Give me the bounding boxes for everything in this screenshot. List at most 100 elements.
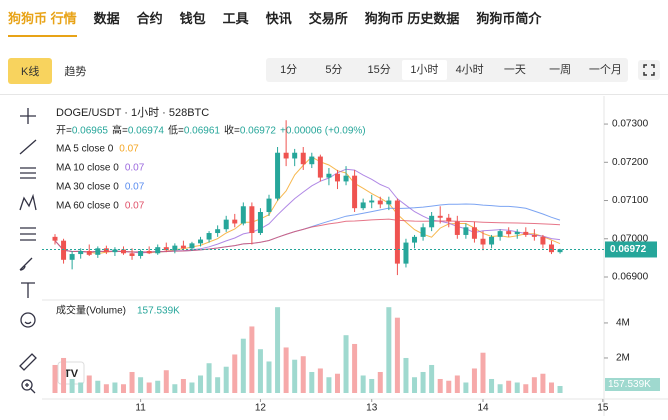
- nav-item[interactable]: 工具: [222, 11, 249, 26]
- candle-body: [103, 248, 109, 253]
- tool-crosshair[interactable]: [20, 108, 36, 124]
- tool-fib[interactable]: [20, 227, 36, 241]
- y-tick-label: 0.07200: [612, 157, 649, 168]
- ohlc-label: 收=: [224, 124, 240, 137]
- volume-tick-label: 2M: [616, 353, 630, 364]
- fullscreen-button[interactable]: [638, 60, 660, 80]
- nav-item[interactable]: 钱包: [179, 11, 206, 26]
- interval-tab[interactable]: 1分: [280, 64, 298, 76]
- volume-bar: [514, 382, 520, 393]
- volume-bar: [95, 380, 101, 393]
- tool-pattern[interactable]: [19, 193, 37, 211]
- candle-body: [249, 206, 255, 234]
- interval-tab[interactable]: 一周: [549, 64, 572, 76]
- candle-body: [437, 215, 443, 218]
- icon: [643, 64, 655, 76]
- volume-tick-label: 4M: [616, 318, 630, 329]
- interval-tab[interactable]: 1小时: [401, 60, 447, 80]
- candle-body: [403, 242, 409, 264]
- interval-tab[interactable]: 4小时: [455, 64, 484, 76]
- view-tab[interactable]: K线: [8, 58, 53, 84]
- volume-bar: [412, 377, 418, 393]
- ma-legend-name: MA 30 close 0: [56, 182, 119, 193]
- x-tick-label: 14: [477, 403, 489, 414]
- volume-bar: [300, 356, 306, 393]
- candle-body: [155, 247, 161, 254]
- x-tick-label: 15: [597, 403, 609, 414]
- interval-tab[interactable]: 一天: [503, 64, 526, 76]
- candle-body: [95, 248, 101, 255]
- tool-emoji[interactable]: [20, 312, 36, 328]
- ohlc-label: 开=: [56, 126, 72, 137]
- candle-body: [275, 152, 281, 199]
- nav-item[interactable]: 数据: [93, 11, 120, 26]
- candle-body: [514, 231, 520, 235]
- tool-line[interactable]: [19, 139, 37, 155]
- candle-body: [369, 200, 375, 203]
- tool-zoom[interactable]: [21, 379, 36, 394]
- volume-bar: [240, 338, 246, 393]
- volume-bar: [317, 368, 323, 393]
- volume-bar: [548, 382, 554, 393]
- tool-brush[interactable]: [19, 257, 33, 271]
- ma-legend-value: 0.07: [119, 144, 139, 155]
- candle-body: [360, 202, 366, 209]
- volume-bar: [180, 378, 186, 393]
- candle-body: [377, 200, 383, 205]
- candle-body: [146, 251, 152, 254]
- candle-body: [394, 200, 400, 264]
- volume-bar: [172, 384, 178, 393]
- nav-item[interactable]: 交易所: [308, 11, 348, 26]
- volume-bar: [103, 384, 109, 393]
- volume-bar: [223, 366, 229, 393]
- volume-bar: [78, 382, 84, 393]
- last-volume-label: 157.539K: [608, 379, 651, 390]
- candle-body: [531, 234, 537, 237]
- candle-body: [240, 206, 246, 224]
- volume-bar: [369, 378, 375, 393]
- volume-bar: [352, 343, 358, 393]
- volume-bar: [497, 384, 503, 393]
- volume-last: 157.539K: [137, 306, 180, 317]
- candle-body: [292, 152, 298, 159]
- volume-bar: [394, 317, 400, 393]
- tool-ruler[interactable]: [19, 353, 37, 371]
- x-tick-label: 11: [135, 403, 146, 414]
- candle-body: [352, 175, 358, 209]
- volume-bar: [429, 364, 435, 393]
- interval-tab[interactable]: 一个月: [588, 64, 622, 76]
- nav-item[interactable]: 合约: [136, 11, 163, 26]
- candle-body: [300, 152, 306, 165]
- nav-item[interactable]: 狗狗币简介: [476, 11, 542, 26]
- volume-bar: [343, 335, 349, 393]
- volume-bar: [266, 361, 272, 393]
- nav-item[interactable]: 狗狗币 历史数据: [364, 11, 460, 26]
- ma-legend-name: MA 5 close 0: [56, 144, 114, 155]
- volume-bar: [206, 363, 212, 393]
- candle-body: [463, 227, 469, 235]
- candle-body: [412, 236, 418, 243]
- tool-hlines[interactable]: [20, 167, 36, 179]
- volume-bar: [275, 307, 281, 393]
- tool-text[interactable]: [21, 282, 35, 298]
- svg-text:TV: TV: [64, 368, 79, 380]
- volume-bar: [557, 385, 563, 393]
- volume-title: 成交量(Volume): [56, 304, 126, 317]
- candle-body: [309, 156, 315, 165]
- volume-bar: [189, 382, 195, 393]
- candle-body: [548, 244, 554, 253]
- volume-bar: [232, 354, 238, 393]
- volume-bar: [215, 377, 221, 393]
- interval-tab[interactable]: 5分: [325, 64, 343, 76]
- ma-legend-name: MA 10 close 0: [56, 163, 119, 174]
- nav-item[interactable]: 快讯: [265, 11, 292, 26]
- view-tab[interactable]: 趋势: [64, 66, 87, 78]
- volume-bar: [506, 380, 512, 393]
- candle-body: [497, 231, 503, 237]
- nav-item[interactable]: 狗狗币 行情: [8, 8, 77, 37]
- ma-legend-value: 0.07: [125, 201, 145, 212]
- candle-body: [343, 175, 349, 182]
- interval-tab[interactable]: 15分: [367, 64, 391, 76]
- chart: DOGE/USDT · 1小时 · 528BTC 成交量(Volume) 157…: [42, 96, 668, 416]
